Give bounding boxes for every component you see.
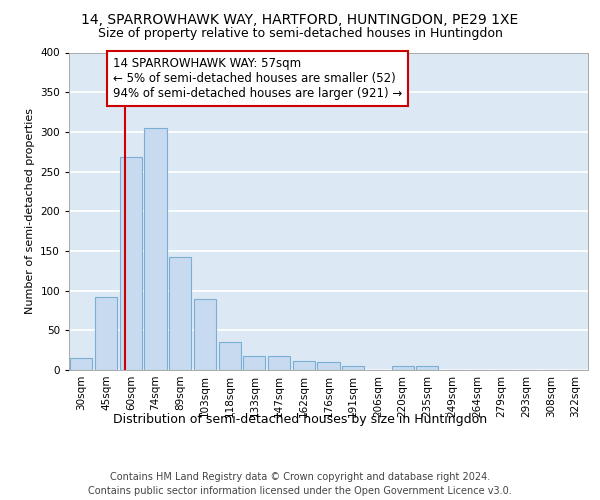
Bar (416, 366, 439, 370)
Bar (194, 298, 216, 370)
Bar (218, 342, 241, 370)
Bar (70, 358, 92, 370)
Bar (243, 356, 265, 370)
Text: Size of property relative to semi-detached houses in Huntingdon: Size of property relative to semi-detach… (98, 28, 502, 40)
Text: Contains HM Land Registry data © Crown copyright and database right 2024.: Contains HM Land Registry data © Crown c… (110, 472, 490, 482)
Bar (268, 356, 290, 370)
Text: 14, SPARROWHAWK WAY, HARTFORD, HUNTINGDON, PE29 1XE: 14, SPARROWHAWK WAY, HARTFORD, HUNTINGDO… (82, 12, 518, 26)
Bar (317, 362, 340, 370)
Bar (293, 362, 315, 370)
Bar (95, 297, 117, 370)
Bar (145, 128, 167, 370)
Bar (342, 366, 364, 370)
Bar (119, 158, 142, 370)
Text: Contains public sector information licensed under the Open Government Licence v3: Contains public sector information licen… (88, 486, 512, 496)
Y-axis label: Number of semi-detached properties: Number of semi-detached properties (25, 108, 35, 314)
Bar (392, 366, 414, 370)
Bar (169, 258, 191, 370)
Text: 14 SPARROWHAWK WAY: 57sqm
← 5% of semi-detached houses are smaller (52)
94% of s: 14 SPARROWHAWK WAY: 57sqm ← 5% of semi-d… (113, 58, 403, 100)
Text: Distribution of semi-detached houses by size in Huntingdon: Distribution of semi-detached houses by … (113, 412, 487, 426)
